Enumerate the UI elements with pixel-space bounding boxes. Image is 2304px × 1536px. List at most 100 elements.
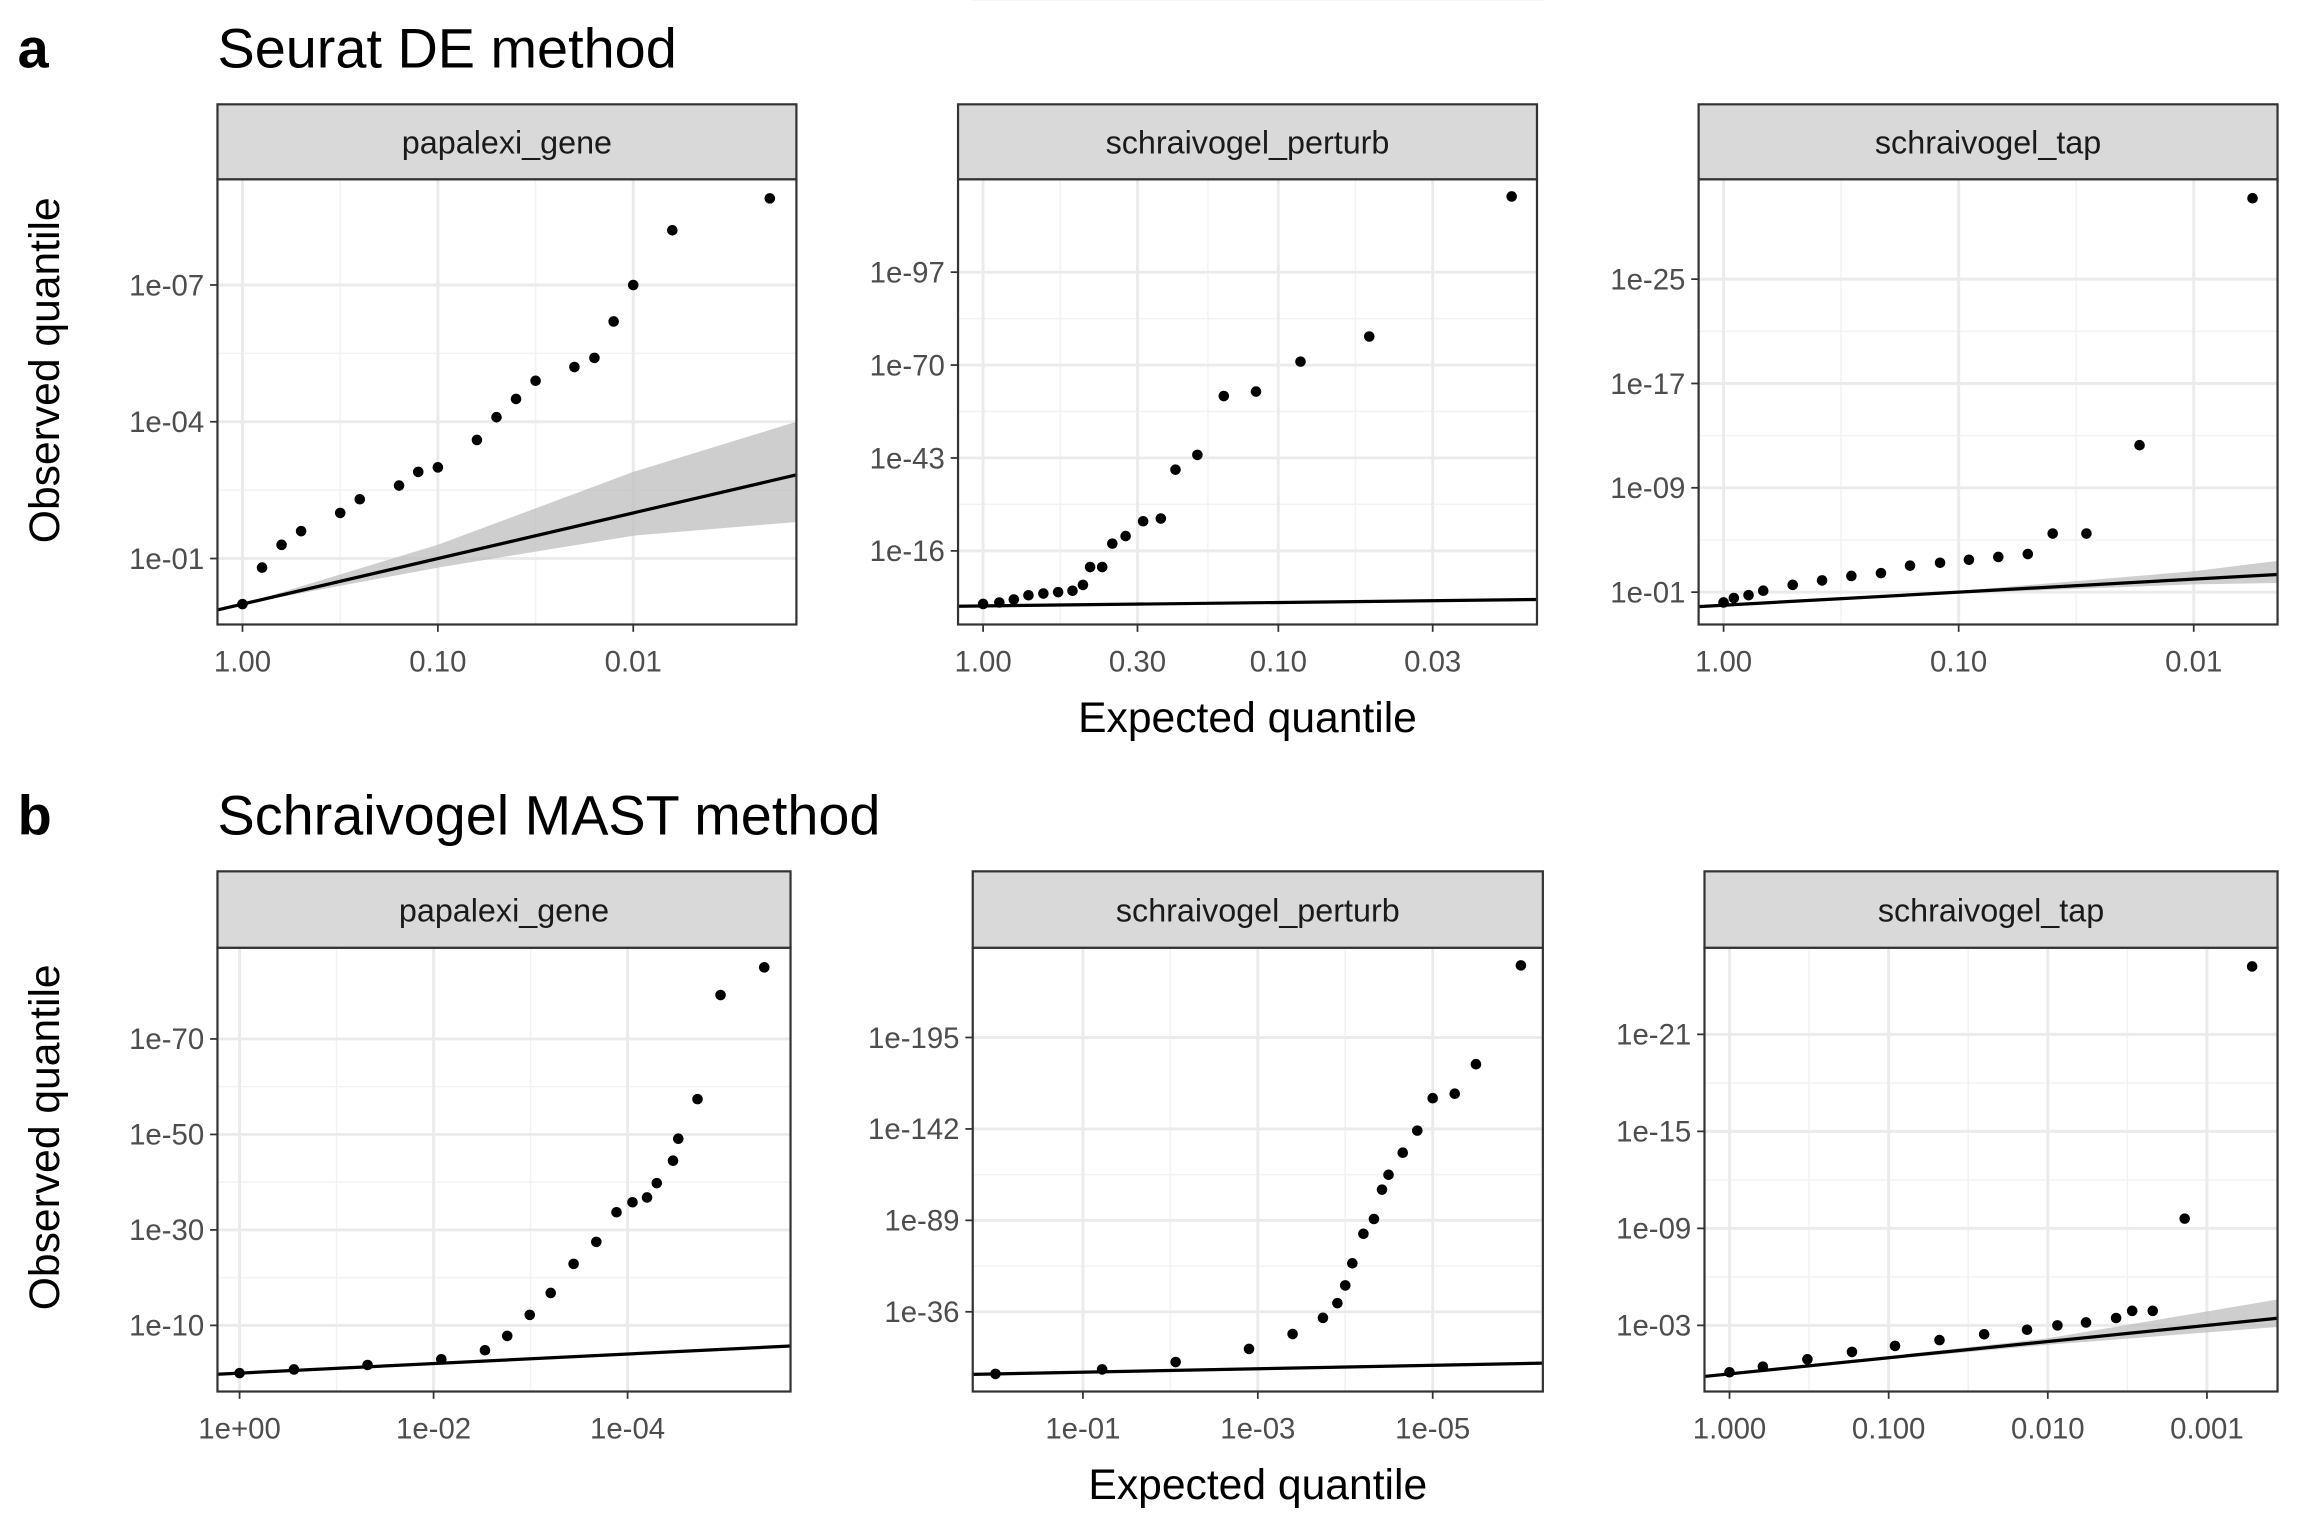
y-tick-label: 1e-09 (1610, 472, 1685, 505)
panel: 1.000 0.100 0.010 0.001 1e-03 1e-09 1e-15 1e-21… (1616, 870, 2279, 1446)
point (1376, 1184, 1388, 1195)
strip-label: schraivogel_tap (1875, 125, 2101, 161)
point (436, 1354, 447, 1365)
point (611, 1206, 622, 1218)
point (758, 962, 770, 973)
point (1363, 331, 1375, 342)
point (2047, 528, 2059, 539)
point (1787, 579, 1799, 591)
point (667, 1155, 679, 1167)
point (764, 193, 776, 204)
point (1875, 567, 1887, 579)
y-tick-label: 1e-30 (129, 1214, 204, 1247)
point (1107, 538, 1118, 549)
section-title: Seurat DE method (217, 17, 676, 80)
y-tick-label: 1e-70 (129, 1023, 204, 1056)
point (2246, 961, 2258, 972)
x-tick-label: 1.000 (1693, 1413, 1767, 1446)
x-axis-title: Expected quantile (1088, 1461, 1427, 1509)
point (692, 1093, 703, 1105)
point (1934, 557, 1946, 569)
y-tick-label: 1e-17 (1610, 368, 1685, 401)
y-tick-label: 1e-10 (129, 1310, 204, 1343)
y-tick-label: 1e-97 (870, 256, 945, 289)
point (1978, 1328, 1990, 1340)
point (1846, 1346, 1858, 1358)
x-tick-label: 0.10 (1250, 646, 1307, 679)
strip (971, 870, 1544, 949)
x-tick-label: 1e-04 (590, 1413, 665, 1446)
point (1170, 464, 1181, 475)
point (1743, 589, 1754, 601)
y-tick-label: 1e-15 (1616, 1116, 1691, 1149)
y-tick-label: 1e-36 (884, 1296, 959, 1329)
point (1397, 1147, 1409, 1159)
strip-label: schraivogel_perturb (1116, 892, 1400, 928)
point (1096, 1364, 1108, 1375)
x-tick-label: 1.00 (1695, 646, 1752, 679)
point (1218, 390, 1230, 402)
point (256, 562, 268, 573)
point (2179, 1213, 2190, 1224)
point (1287, 1328, 1298, 1340)
reference-line (958, 597, 1537, 608)
point (1816, 575, 1828, 586)
x-tick-label: 0.03 (1404, 646, 1461, 679)
x-tick-label: 1e-01 (1045, 1413, 1120, 1446)
point (2052, 1320, 2063, 1331)
point (545, 1287, 557, 1299)
x-tick-label: 0.10 (409, 646, 466, 679)
point (491, 411, 502, 423)
y-tick-label: 1e-01 (1610, 576, 1685, 609)
section-tag: a (18, 17, 50, 80)
point (1889, 1340, 1901, 1352)
point (1170, 1356, 1181, 1368)
point (1120, 530, 1131, 542)
plot-background (958, 179, 1537, 625)
y-tick-label: 1e-50 (129, 1119, 204, 1152)
confidence-band (242, 421, 797, 605)
point (1317, 1312, 1329, 1324)
point (1096, 561, 1108, 573)
x-tick-label: 0.10 (1930, 646, 1987, 679)
reference-line (217, 473, 797, 612)
point (977, 598, 989, 610)
point (1470, 1058, 1482, 1070)
point (237, 598, 248, 610)
point (354, 493, 366, 505)
point (1052, 586, 1064, 598)
panel: 1.00 0.30 0.10 0.03 1e-16 1e-43 1e-70 1e-97 schr… (870, 103, 1539, 742)
point (2110, 1312, 2122, 1324)
y-tick-label: 1e-25 (1610, 263, 1685, 296)
panel: 1e+00 1e-02 1e-04 1e-10 1e-30 1e-50 1e-70 papal… (21, 870, 792, 1446)
section-title: Schraivogel MAST method (217, 784, 880, 847)
point (393, 480, 405, 491)
section-tag: b (18, 784, 52, 847)
point (2081, 528, 2092, 539)
point (1155, 513, 1167, 524)
x-tick-label: 0.01 (605, 646, 662, 679)
point (501, 1330, 513, 1342)
point (334, 507, 346, 519)
point (1077, 579, 1089, 591)
point (1757, 1361, 1769, 1372)
strip (216, 103, 798, 181)
strip-label: schraivogel_tap (1878, 892, 2104, 928)
point (1358, 1228, 1369, 1240)
strip-label: papalexi_gene (402, 125, 612, 161)
y-tick-label: 1e-09 (1616, 1213, 1691, 1246)
point (1368, 1213, 1380, 1225)
y-tick-label: 1e-142 (868, 1113, 959, 1146)
point (2126, 1305, 2138, 1317)
point (589, 352, 600, 364)
strip-label: papalexi_gene (399, 892, 609, 928)
point (1250, 386, 1262, 397)
point (295, 525, 307, 537)
point (362, 1359, 373, 1371)
point (1137, 515, 1149, 527)
point (2134, 439, 2145, 451)
strip (1703, 870, 2279, 949)
reference-line (1704, 1316, 2278, 1379)
point (530, 375, 541, 387)
point (1023, 589, 1034, 601)
